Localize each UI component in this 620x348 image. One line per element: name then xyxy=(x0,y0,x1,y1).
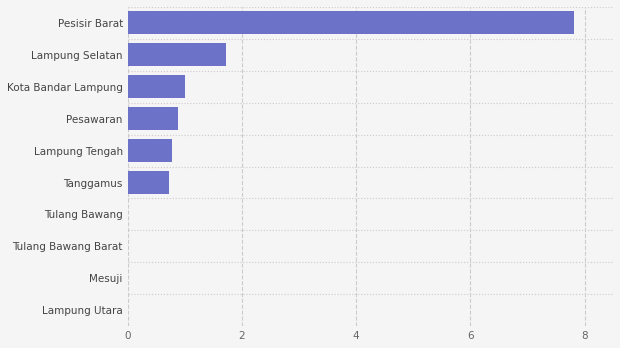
Bar xyxy=(128,107,178,130)
Bar xyxy=(128,44,226,66)
Bar xyxy=(128,11,574,34)
Bar xyxy=(128,75,185,98)
Bar xyxy=(128,139,172,162)
Bar xyxy=(128,171,169,194)
